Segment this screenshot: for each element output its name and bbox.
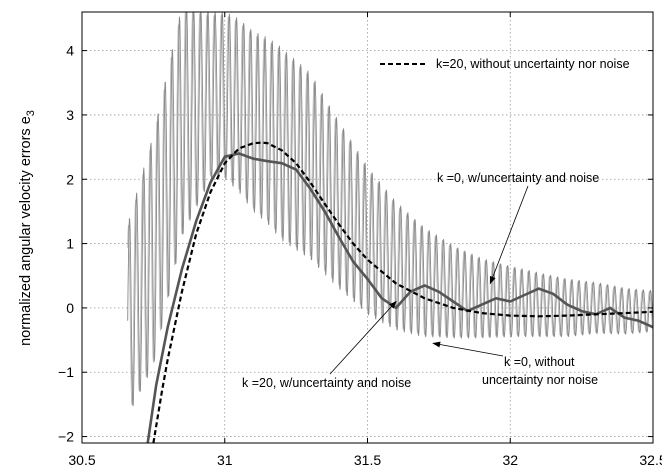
y-tick-label: 0 (66, 300, 74, 316)
series-line-1 (146, 152, 654, 444)
y-tick-label: −2 (58, 429, 74, 445)
annotations: k =0, w/uncertainty and noise k =20, w/un… (242, 171, 599, 390)
y-tick-label: 3 (66, 107, 74, 123)
series-line-0 (152, 141, 654, 444)
annotation-arrow (432, 341, 504, 357)
legend: k=20, without uncertainty nor noise (380, 57, 630, 71)
annotation-label: k =20, w/uncertainty and noise (242, 376, 411, 390)
annotation-label: k =0, w/uncertainty and noise (437, 171, 599, 185)
annotation-label: uncertainty nor noise (482, 373, 598, 387)
y-axis-label-subscript: 3 (25, 110, 37, 116)
x-tick-label: 30.5 (68, 452, 95, 468)
annotation-arrow (329, 300, 397, 375)
annotation-arrow (489, 185, 529, 285)
x-tick-label: 32 (502, 452, 518, 468)
y-tick-label: 1 (66, 236, 74, 252)
annotation-label: k =0, without (504, 355, 575, 369)
series-line-3 (127, 11, 654, 406)
y-axis-label: normalized angular velocity errors e3 (18, 110, 37, 346)
series-line-2 (127, 11, 654, 407)
x-tick-label: 32.5 (639, 452, 662, 468)
y-tick-label: −1 (58, 364, 74, 380)
y-tick-label: 2 (66, 171, 74, 187)
x-tick-label: 31.5 (354, 452, 381, 468)
y-tick-label: 4 (66, 43, 74, 59)
legend-entry: k=20, without uncertainty nor noise (436, 57, 630, 71)
tick-labels: 30.5 31 31.5 32 32.5 −2 −1 0 1 2 3 4 (58, 12, 662, 468)
x-tick-label: 31 (217, 452, 233, 468)
